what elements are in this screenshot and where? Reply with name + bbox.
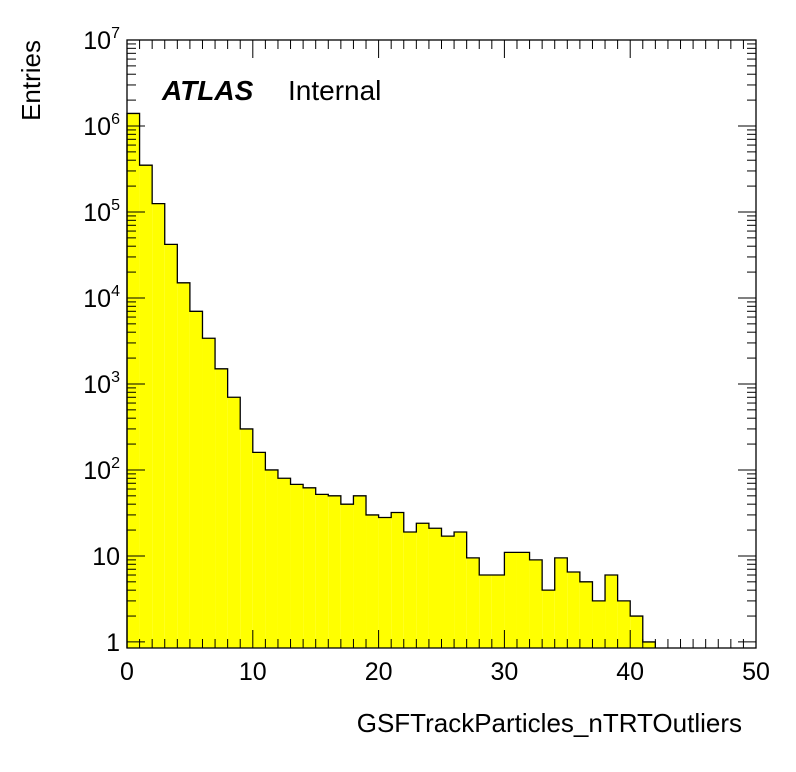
histogram-bar bbox=[152, 203, 165, 648]
histogram-bar bbox=[516, 552, 530, 648]
histogram-outline bbox=[126, 112, 657, 648]
histogram-bar bbox=[491, 575, 505, 648]
y-tick-label: 103 bbox=[83, 369, 120, 399]
x-tick-label: 50 bbox=[742, 658, 770, 686]
histogram-bar bbox=[542, 590, 555, 648]
x-tick-label: 0 bbox=[120, 658, 134, 686]
histogram-bar bbox=[127, 113, 140, 648]
y-tick-label: 104 bbox=[83, 283, 120, 313]
histogram-bar bbox=[340, 504, 354, 648]
histogram-bar bbox=[554, 557, 568, 648]
x-tick-label: 20 bbox=[365, 658, 393, 686]
histogram-bar bbox=[252, 452, 266, 648]
histogram-bar bbox=[466, 557, 480, 648]
y-tick-label: 102 bbox=[83, 455, 120, 485]
x-axis-title: GSFTrackParticles_nTRTOutliers bbox=[357, 708, 742, 738]
histogram-bar bbox=[215, 368, 228, 648]
histogram-bar bbox=[416, 523, 429, 648]
x-axis-ticks bbox=[126, 40, 757, 648]
y-tick-label: 106 bbox=[83, 111, 120, 141]
histogram-bar bbox=[391, 512, 404, 648]
histogram-bar bbox=[617, 600, 631, 648]
histogram-bar bbox=[202, 338, 216, 648]
histogram-bar bbox=[164, 244, 178, 648]
y-axis-title: Entries bbox=[16, 40, 46, 121]
y-axis-tick-labels: 1 10 102 103 104 105 106 107 bbox=[83, 25, 120, 657]
histogram-bar bbox=[139, 165, 153, 648]
x-axis-tick-labels: 0 10 20 30 40 50 bbox=[120, 658, 770, 686]
histogram-bar bbox=[328, 495, 341, 648]
histogram-bar bbox=[177, 282, 190, 648]
histogram-bars bbox=[127, 113, 656, 648]
y-tick-label: 105 bbox=[83, 197, 120, 227]
histogram-bar bbox=[315, 494, 329, 648]
histogram-bar bbox=[353, 495, 367, 648]
x-tick-label: 30 bbox=[490, 658, 518, 686]
histogram-outline-path bbox=[126, 112, 657, 648]
y-tick-label: 1 bbox=[106, 629, 120, 657]
histogram-bar bbox=[504, 552, 517, 648]
histogram-bar bbox=[303, 487, 316, 648]
histogram-bar bbox=[290, 484, 304, 648]
status-label: Internal bbox=[288, 75, 381, 106]
atlas-label: ATLAS bbox=[161, 75, 254, 106]
histogram-bar bbox=[454, 531, 467, 648]
histogram-bar bbox=[277, 478, 291, 648]
histogram-bar bbox=[630, 616, 643, 648]
histogram-bar bbox=[479, 575, 492, 648]
histogram-bar bbox=[642, 641, 656, 648]
histogram-bar bbox=[529, 559, 543, 648]
histogram-bar bbox=[240, 428, 253, 648]
histogram-bar bbox=[265, 469, 278, 648]
x-tick-label: 40 bbox=[616, 658, 644, 686]
histogram-bar bbox=[605, 575, 618, 648]
histogram-bar bbox=[567, 572, 580, 648]
histogram-bar bbox=[579, 581, 593, 648]
y-tick-label: 107 bbox=[83, 25, 120, 55]
histogram-bar bbox=[592, 600, 606, 648]
x-tick-label: 10 bbox=[239, 658, 267, 686]
histogram-bar bbox=[366, 514, 379, 648]
histogram-bar bbox=[441, 536, 455, 648]
histogram-bar bbox=[227, 397, 241, 648]
histogram-bar bbox=[428, 528, 442, 648]
histogram-bar bbox=[189, 311, 203, 648]
y-tick-label: 10 bbox=[92, 543, 120, 571]
histogram-bar bbox=[403, 531, 417, 648]
histogram-bar bbox=[378, 517, 392, 648]
y-axis-ticks bbox=[127, 39, 756, 643]
